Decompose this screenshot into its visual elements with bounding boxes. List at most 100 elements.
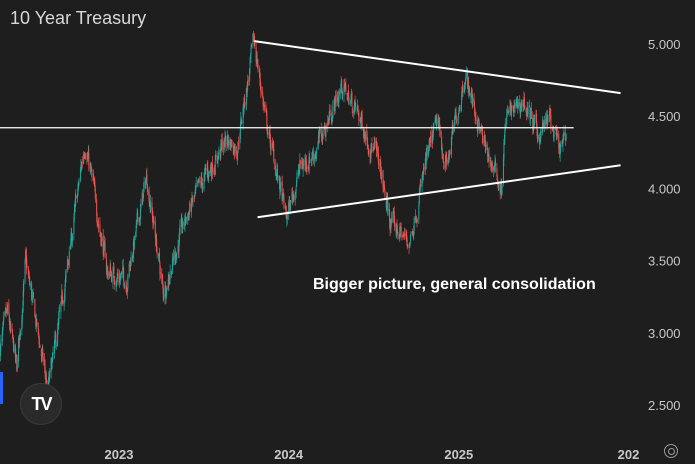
candle-body — [496, 178, 498, 185]
candle-body — [542, 124, 544, 126]
candle-body — [539, 141, 541, 145]
candle-body — [55, 345, 57, 346]
candle-body — [510, 105, 512, 117]
candle-body — [374, 141, 376, 144]
candle-body — [71, 233, 73, 241]
candle-body — [21, 319, 23, 331]
candle-body — [373, 145, 375, 150]
candle-body — [269, 131, 271, 143]
candle-body — [406, 234, 408, 239]
candle-body — [12, 334, 14, 338]
candle-body — [413, 231, 415, 237]
candle-body — [153, 219, 155, 223]
candle-body — [240, 119, 242, 122]
candle-body — [100, 233, 102, 245]
candle-body — [398, 237, 400, 240]
candle-body — [164, 284, 166, 294]
candle-body — [367, 144, 369, 150]
candle-body — [234, 146, 236, 151]
candle-body — [483, 138, 485, 144]
candle-body — [497, 182, 499, 190]
candle-body — [244, 98, 246, 104]
tradingview-logo-icon[interactable]: TV — [20, 383, 62, 425]
candle-body — [53, 342, 55, 354]
candle-body — [133, 236, 135, 248]
candle-body — [538, 134, 540, 141]
candle-body — [247, 81, 249, 84]
candle-body — [92, 173, 94, 180]
candle-body — [38, 335, 40, 344]
candle-body — [513, 106, 515, 113]
candle-body — [178, 233, 180, 242]
y-tick-label: 3.500 — [648, 254, 681, 269]
candle-body — [130, 258, 132, 266]
candle-body — [13, 345, 15, 353]
candle-body — [364, 131, 366, 142]
candle-body — [8, 315, 10, 323]
settings-gear-icon[interactable] — [664, 444, 678, 458]
candle-body — [475, 117, 477, 121]
candle-body — [237, 143, 239, 145]
candle-body — [345, 84, 347, 92]
candle-body — [386, 201, 388, 208]
candle-body — [353, 105, 355, 113]
candle-body — [308, 156, 310, 171]
candle-body — [240, 118, 242, 127]
candle-body — [231, 140, 233, 147]
candle-body — [426, 147, 428, 157]
candle-body — [468, 81, 470, 92]
candle-body — [272, 144, 274, 147]
candle-body — [273, 163, 275, 165]
candle-body — [515, 101, 517, 107]
candle-body — [533, 118, 535, 128]
candle-body — [376, 140, 378, 151]
candle-body — [119, 279, 121, 282]
candle-body — [483, 137, 485, 140]
candle-body — [563, 131, 565, 137]
candle-body — [34, 315, 36, 318]
candle-body — [490, 164, 492, 169]
candle-body — [302, 165, 304, 171]
candle-body — [179, 225, 181, 235]
candle-body — [195, 187, 197, 192]
candle-body — [344, 84, 346, 87]
candle-body — [250, 47, 252, 56]
candle-body — [201, 178, 203, 188]
candle-body — [207, 166, 209, 175]
candle-body — [171, 259, 173, 271]
candle-body — [423, 166, 425, 172]
candle-body — [161, 278, 163, 280]
candle-body — [552, 128, 554, 130]
candle-body — [200, 178, 202, 186]
candle-body — [210, 166, 212, 173]
candle-body — [29, 281, 31, 285]
candle-body — [382, 170, 384, 188]
candle-body — [317, 142, 319, 150]
candle-body — [285, 206, 287, 212]
candle-body — [59, 310, 61, 312]
candle-body — [150, 201, 152, 212]
candle-body — [171, 271, 173, 274]
candle-body — [37, 323, 39, 329]
candle-body — [312, 152, 314, 160]
candle-body — [76, 196, 78, 199]
candle-body — [547, 116, 549, 125]
candle-body — [428, 146, 430, 155]
candle-body — [103, 242, 105, 247]
candle-body — [45, 374, 47, 379]
candle-body — [26, 265, 28, 269]
candle-body — [277, 169, 279, 179]
candle-body — [485, 143, 487, 148]
candle-body — [331, 122, 333, 124]
candle-body — [191, 199, 193, 212]
candle-body — [346, 93, 348, 100]
candle-body — [327, 121, 329, 127]
candle-body — [380, 161, 382, 176]
candle-body — [377, 152, 379, 165]
candle-body — [332, 106, 334, 118]
x-tick-label: 2023 — [105, 447, 134, 462]
candle-body — [529, 106, 531, 118]
candle-body — [78, 181, 80, 185]
candle-body — [145, 182, 147, 185]
